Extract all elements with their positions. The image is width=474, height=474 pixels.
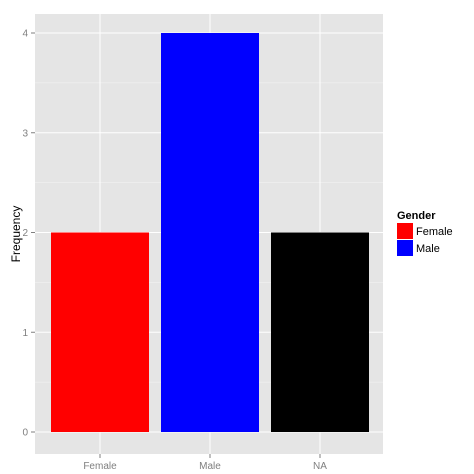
y-tick-label: 3 (22, 128, 28, 139)
x-tick-label: Female (83, 461, 117, 472)
bar-female (51, 232, 149, 432)
legend-label-male: Male (416, 243, 440, 255)
y-tick-label: 2 (22, 228, 28, 239)
x-tick-label: NA (313, 461, 327, 472)
y-tick-label: 4 (22, 29, 28, 40)
y-axis-title: Frequency (9, 206, 23, 263)
y-tick-label: 0 (22, 428, 28, 439)
legend-entries: Female Male (397, 223, 453, 256)
x-axis: Female Male NA (83, 454, 327, 472)
bars (51, 33, 369, 432)
bar-male (161, 33, 259, 432)
x-tick-label: Male (199, 461, 221, 472)
legend-title: Gender (397, 210, 436, 222)
legend-swatch-female (397, 223, 413, 239)
y-axis: 0 1 2 3 4 (22, 29, 35, 439)
legend-label-female: Female (416, 226, 453, 238)
y-tick-label: 1 (22, 328, 28, 339)
legend: Gender Female Male (397, 210, 453, 256)
legend-swatch-male (397, 240, 413, 256)
bar-na (271, 232, 369, 432)
